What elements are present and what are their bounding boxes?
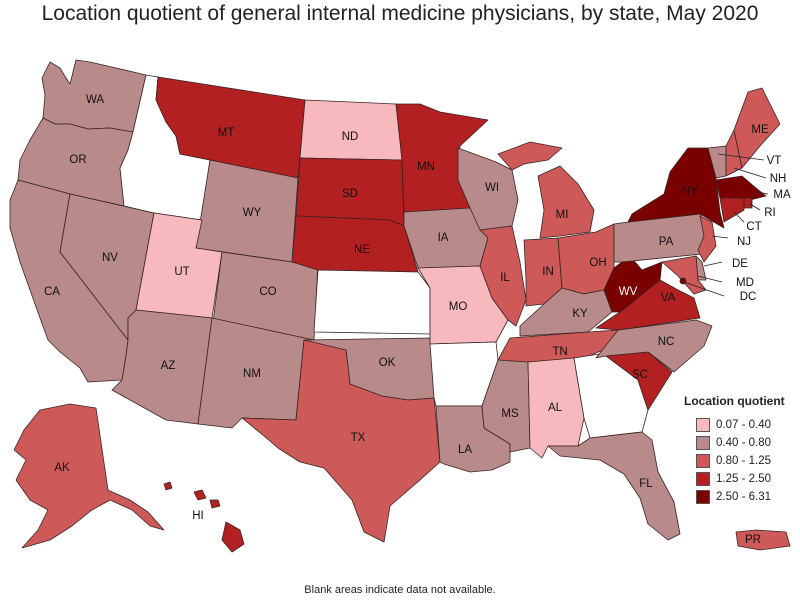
state-fl[interactable] [547,431,681,541]
label-fl: FL [639,478,653,490]
label-ok: OK [379,357,396,369]
legend-label: 0.40 - 0.80 [716,437,771,449]
state-mi[interactable] [497,141,595,239]
label-pa: PA [659,236,674,248]
label-ct: CT [746,221,761,233]
label-vt: VT [767,155,782,167]
state-ks[interactable] [313,269,431,335]
label-tx: TX [351,432,366,444]
state-pr[interactable] [735,529,791,551]
legend-swatch [696,418,710,432]
label-ms: MS [501,408,519,420]
label-wi: WI [485,182,499,194]
legend-label: 0.07 - 0.40 [716,419,771,431]
state-ak[interactable] [13,403,165,549]
label-ak: AK [54,462,70,474]
label-nh: NH [770,173,787,185]
label-md: MD [736,277,754,289]
state-dc[interactable] [679,277,687,285]
label-nv: NV [102,252,118,264]
state-tx[interactable] [241,339,441,543]
label-az: AZ [161,360,176,372]
label-oh: OH [589,257,606,269]
label-ri: RI [764,207,776,219]
legend-item: 0.07 - 0.40 [684,416,785,434]
label-nj: NJ [737,236,751,248]
label-mi: MI [556,209,569,221]
label-me: ME [751,124,769,136]
state-labels: WA OR CA NV MT WY UT AZ CO NM ND SD NE O… [44,94,769,546]
callouts: VT NH MA RI CT NJ DE MD DC [683,153,791,303]
legend-swatch [696,454,710,468]
legend-item: 2.50 - 6.31 [684,488,785,506]
label-wv: WV [619,286,638,298]
footnote: Blank areas indicate data not available. [304,584,496,596]
label-in: IN [542,266,554,278]
legend-label: 2.50 - 6.31 [716,491,771,503]
label-al: AL [548,402,563,414]
legend-item: 0.40 - 0.80 [684,434,785,452]
label-wy: WY [243,207,262,219]
legend-title: Location quotient [684,394,785,408]
label-sd: SD [342,188,358,200]
label-nd: ND [342,131,359,143]
legend-item: 0.80 - 1.25 [684,452,785,470]
label-sc: SC [632,369,648,381]
legend: Location quotient 0.07 - 0.40 0.40 - 0.8… [684,394,785,506]
legend-label: 0.80 - 1.25 [716,455,771,467]
label-mt: MT [218,127,235,139]
label-ca: CA [44,286,60,298]
state-ny[interactable] [627,147,725,229]
label-la: LA [458,444,472,456]
state-nc[interactable] [595,319,713,373]
legend-swatch [696,436,710,450]
label-co: CO [259,286,276,298]
map-title: Location quotient of general internal me… [41,2,759,25]
legend-label: 1.25 - 2.50 [716,473,771,485]
state-ri[interactable] [743,197,753,209]
state-nj[interactable] [697,215,717,263]
label-ma: MA [773,189,791,201]
label-ne: NE [354,244,370,256]
label-va: VA [661,292,676,304]
label-il: IL [500,272,510,284]
state-ma[interactable] [715,175,767,201]
legend-swatch [696,472,710,486]
legend-item: 1.25 - 2.50 [684,470,785,488]
state-hi[interactable] [163,481,245,553]
state-me[interactable] [733,87,781,169]
label-de: DE [732,258,748,270]
legend-swatch [696,490,710,504]
label-dc: DC [740,291,757,303]
label-mn: MN [417,161,435,173]
state-il[interactable] [479,225,527,327]
label-mo: MO [449,301,468,313]
state-nd[interactable] [299,99,403,161]
label-ut: UT [174,266,189,278]
label-nc: NC [658,336,675,348]
label-pr: PR [745,534,761,546]
label-ky: KY [572,308,588,320]
label-ny: NY [682,186,698,198]
label-tn: TN [552,346,567,358]
state-ct[interactable] [719,197,745,223]
label-nm: NM [243,368,261,380]
label-or: OR [69,154,86,166]
label-ia: IA [438,232,449,244]
label-wa: WA [86,94,104,106]
label-hi: HI [192,510,204,522]
